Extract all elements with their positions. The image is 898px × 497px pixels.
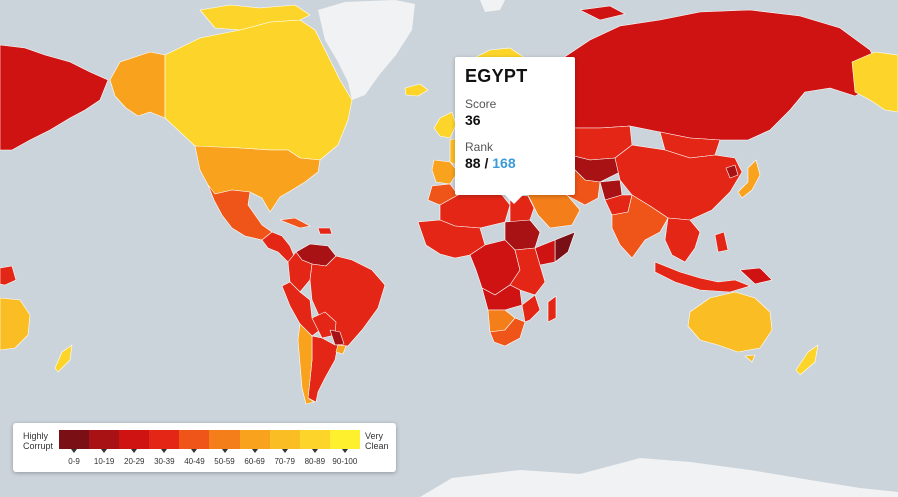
legend-bucket-label: 80-89: [304, 457, 326, 466]
country-philippines[interactable]: [714, 231, 729, 253]
legend-swatch: [89, 430, 120, 449]
country-north-korea[interactable]: [725, 164, 739, 179]
legend-bucket-label: 10-19: [93, 457, 115, 466]
tooltip-rank-label: Rank: [465, 140, 494, 154]
legend-swatch: [149, 430, 180, 449]
country-southeast-asia[interactable]: [664, 217, 701, 263]
legend-bucket-label: 60-69: [244, 457, 265, 466]
legend-swatch: [179, 430, 210, 449]
legend-tick: [179, 449, 209, 454]
country-uruguay[interactable]: [335, 344, 347, 355]
legend-tick: [330, 449, 360, 454]
tooltip-rank-separator: /: [480, 155, 493, 171]
tooltip-score-label: Score: [465, 97, 497, 111]
legend-ticks: [59, 449, 360, 454]
legend-bucket-label: 50-59: [214, 457, 235, 466]
country-japan[interactable]: [737, 159, 761, 199]
country-papua-new-guinea[interactable]: [739, 267, 773, 285]
legend-bucket-label: 90-100: [332, 457, 358, 466]
country-pacific-islands-west: [0, 265, 17, 286]
legend-swatch: [239, 430, 270, 449]
antarctica[interactable]: [420, 458, 898, 497]
country-paraguay[interactable]: [329, 329, 345, 346]
legend-bucket-label: 70-79: [274, 457, 295, 466]
country-siberia-islands: [579, 5, 626, 21]
country-indonesia[interactable]: [654, 261, 751, 293]
country-bolivia[interactable]: [311, 311, 337, 339]
country-new-zealand[interactable]: [795, 344, 819, 376]
legend-bucket-label: 0-9: [68, 457, 80, 466]
country-mozambique[interactable]: [521, 294, 541, 323]
legend-bucket-label: 20-29: [124, 457, 145, 466]
country-new-zealand-west[interactable]: [54, 344, 73, 373]
legend-swatch: [299, 430, 330, 449]
country-australia[interactable]: [687, 291, 773, 353]
legend-swatch: [119, 430, 150, 449]
country-mexico[interactable]: [207, 184, 273, 241]
country-chukotka[interactable]: [0, 44, 109, 151]
legend-tick: [149, 449, 179, 454]
country-uk-ireland[interactable]: [433, 111, 457, 139]
country-iceland[interactable]: [404, 83, 429, 97]
legend-tick: [89, 449, 119, 454]
legend-low-label: Highly Corrupt: [23, 431, 54, 451]
tooltip-rank-value: 88: [465, 155, 481, 171]
country-india[interactable]: [611, 194, 669, 259]
legend-tick: [209, 449, 239, 454]
legend-tick: [240, 449, 270, 454]
tooltip-rank: 88 / 168: [465, 155, 516, 171]
legend-tick: [300, 449, 330, 454]
legend-swatch: [269, 430, 300, 449]
tooltip-rank-total: 168: [492, 155, 516, 171]
legend-labels: 0-9 10-19 20-29 30-39 40-49 50-59 60-69 70-79 80…: [59, 457, 360, 466]
map-legend: Highly Corrupt 0-9 10-19 20-29 30-39 40-49 50-…: [13, 423, 396, 472]
country-australia-west[interactable]: [0, 297, 31, 351]
country-tooltip: EGYPT Score 36 Rank 88 / 168: [455, 57, 575, 204]
legend-tick: [270, 449, 300, 454]
greenland[interactable]: [318, 0, 415, 100]
legend-color-scale: [59, 430, 360, 449]
country-canada-islands: [199, 4, 311, 31]
legend-tick: [59, 449, 89, 454]
country-tasmania[interactable]: [744, 354, 756, 363]
legend-swatch: [329, 430, 360, 449]
legend-bucket-label: 40-49: [184, 457, 205, 466]
country-chile[interactable]: [297, 323, 315, 405]
country-madagascar[interactable]: [547, 295, 557, 323]
country-south-africa[interactable]: [489, 317, 526, 347]
country-cuba[interactable]: [279, 217, 311, 229]
legend-swatch: [59, 430, 90, 449]
legend-bucket-label: 30-39: [154, 457, 175, 466]
tooltip-score-value: 36: [465, 112, 481, 128]
country-alaska-east[interactable]: [851, 51, 898, 113]
tooltip-country-name: EGYPT: [465, 66, 528, 86]
legend-swatch: [209, 430, 240, 449]
legend-high-label: Very Clean: [365, 431, 389, 451]
country-alaska[interactable]: [109, 51, 166, 119]
country-hispaniola[interactable]: [317, 227, 333, 235]
legend-tick: [119, 449, 149, 454]
svalbard: [480, 0, 505, 12]
